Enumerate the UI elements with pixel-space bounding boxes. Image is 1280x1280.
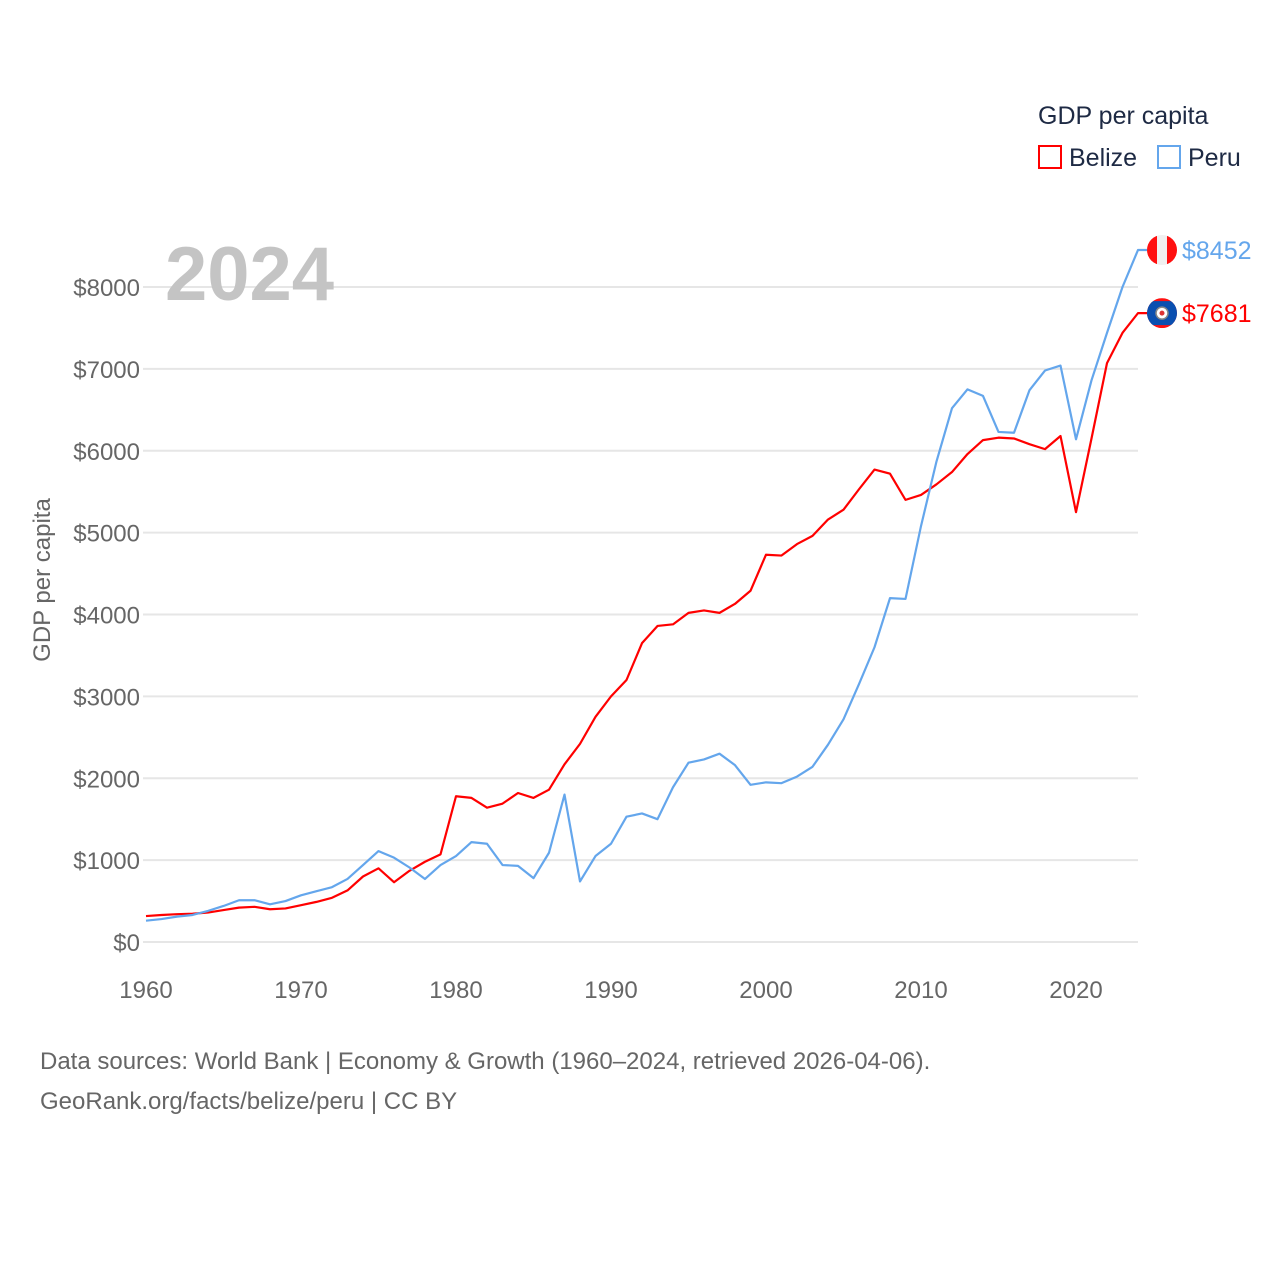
legend-swatch-peru[interactable] — [1157, 145, 1181, 169]
grid-lines — [143, 286, 1138, 943]
y-tick-label: $3000 — [73, 684, 140, 711]
y-tick-label: $4000 — [73, 603, 140, 630]
data-source-text: Data sources: World Bank | Economy & Gro… — [40, 1048, 931, 1075]
peru-flag-icon — [1147, 234, 1177, 265]
y-tick-label: $6000 — [73, 439, 140, 466]
x-tick-label: 2000 — [739, 977, 792, 1004]
legend-label-belize[interactable]: Belize — [1069, 144, 1137, 172]
attribution-link[interactable]: GeoRank.org/facts/belize/peru | CC BY — [40, 1088, 458, 1115]
end-labels: $7681 $8452 — [1147, 234, 1252, 329]
series-line-peru — [145, 248, 1147, 922]
legend-swatch-belize[interactable] — [1038, 145, 1062, 169]
y-axis-ticks: $0 $1000 $2000 $3000 $4000 $5000 $6000 $7000 $80… — [73, 275, 140, 957]
belize-flag-icon — [1147, 298, 1177, 329]
y-tick-label: $5000 — [73, 521, 140, 548]
legend: GDP per capita Belize Peru — [1038, 102, 1241, 172]
y-tick-label: $2000 — [73, 766, 140, 793]
series-lines — [145, 248, 1147, 922]
x-tick-label: 1990 — [584, 977, 637, 1004]
y-tick-label: $1000 — [73, 848, 140, 875]
x-axis-ticks: 1960 1970 1980 1990 2000 2010 2020 — [119, 977, 1102, 1004]
footer: Data sources: World Bank | Economy & Gro… — [40, 1042, 930, 1122]
legend-title: GDP per capita — [1038, 102, 1209, 130]
year-watermark: 2024 — [165, 232, 334, 317]
y-tick-label: $8000 — [73, 275, 140, 302]
y-tick-label: $7000 — [73, 357, 140, 384]
x-tick-label: 2010 — [894, 977, 947, 1004]
y-tick-label: $0 — [113, 930, 140, 957]
end-value-peru: $8452 — [1182, 237, 1252, 265]
x-tick-label: 2020 — [1049, 977, 1102, 1004]
end-value-belize: $7681 — [1182, 300, 1252, 328]
x-tick-label: 1980 — [429, 977, 482, 1004]
series-line-belize — [145, 312, 1147, 918]
legend-label-peru[interactable]: Peru — [1188, 144, 1241, 172]
x-tick-label: 1970 — [274, 977, 327, 1004]
x-tick-label: 1960 — [119, 977, 172, 1004]
y-axis-label: GDP per capita — [29, 498, 56, 662]
